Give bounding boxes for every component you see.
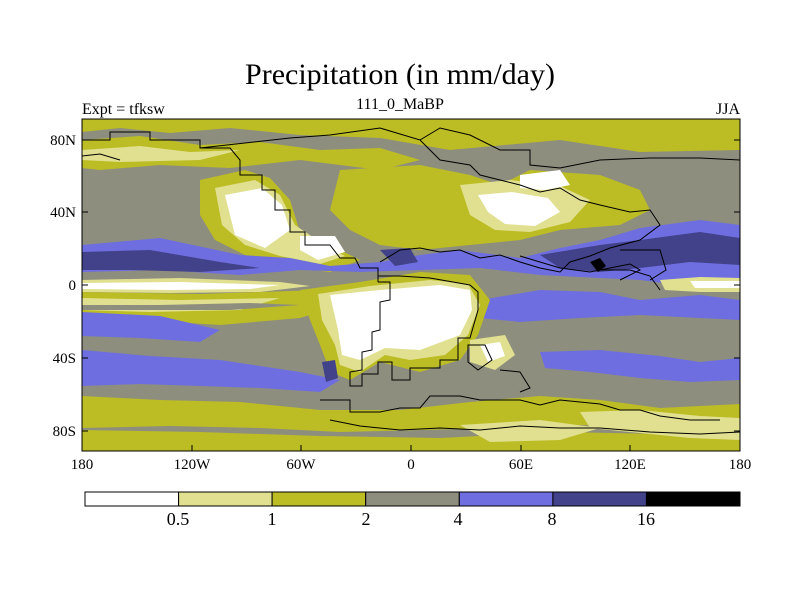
colorbar-label: 0.5 (167, 509, 190, 529)
y-tick-label: 40S (53, 351, 76, 367)
map-title: Precipitation (in mm/day) (245, 58, 555, 91)
colorbar-box (365, 491, 460, 507)
x-tick-label: 180 (729, 457, 752, 473)
colorbar-box (552, 491, 648, 507)
y-tick-label: 80N (50, 133, 76, 149)
colorbar-box (458, 491, 554, 507)
x-tick-label: 120E (614, 457, 646, 473)
y-tick-label: 80S (53, 424, 76, 440)
colorbar-label: 2 (362, 509, 371, 529)
y-tick-label: 0 (69, 278, 77, 294)
season-label: JJA (715, 101, 740, 118)
colorbar-label: 4 (454, 509, 463, 529)
colorbar-label: 1 (268, 509, 277, 529)
y-tick-label: 40N (50, 205, 76, 221)
colorbar-box (178, 491, 273, 507)
map-field (82, 119, 740, 451)
x-tick-label: 0 (407, 457, 415, 473)
x-tick-label: 180 (71, 457, 94, 473)
x-axis-labels: 180 120W 60W 0 60E 120E 180 (71, 457, 752, 473)
colorbar-label: 8 (548, 509, 557, 529)
colorbar-labels: 0.5 1 2 4 8 16 (167, 509, 655, 529)
y-axis-labels: 80N 40N 0 40S 80S (50, 133, 76, 440)
experiment-label: Expt = tfksw (82, 101, 165, 118)
colorbar-label: 16 (637, 509, 655, 529)
x-tick-label: 120W (174, 457, 212, 473)
colorbar-box (84, 491, 180, 507)
period-label: 111_0_MaBP (356, 96, 444, 113)
colorbar (84, 491, 741, 507)
colorbar-box (645, 491, 741, 507)
x-tick-label: 60W (286, 457, 316, 473)
x-tick-label: 60E (509, 457, 533, 473)
coastlines (82, 127, 740, 435)
colorbar-box (271, 491, 367, 507)
axis-ticks (81, 139, 741, 451)
